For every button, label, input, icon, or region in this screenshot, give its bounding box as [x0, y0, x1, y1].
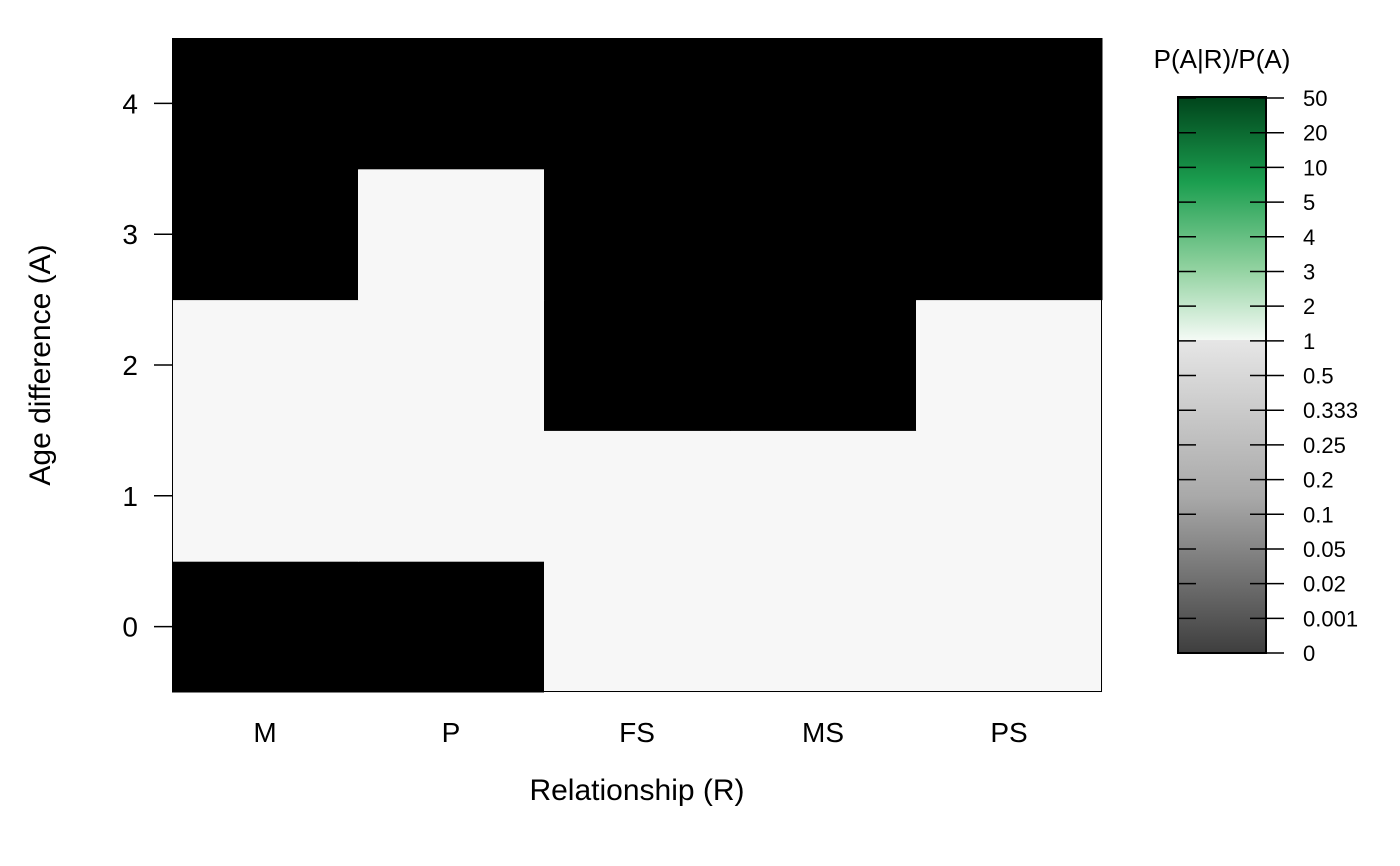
heatmap-cell [730, 430, 917, 562]
heatmap-cell [730, 168, 917, 301]
heatmap-cell [730, 561, 917, 693]
colorbar-tick-label: 10 [1303, 155, 1327, 180]
heatmap-cells [172, 38, 1103, 693]
colorbar-tick-label: 0.2 [1303, 468, 1334, 493]
x-tick-label: P [442, 717, 461, 748]
heatmap-cell [916, 299, 1103, 431]
colorbar-ticks: 0 0.001 0.02 0.05 0.1 0.2 0.25 0.333 0.5 1 2 3 4 5 10 2… [1178, 86, 1358, 666]
colorbar-tick-label: 0.1 [1303, 502, 1334, 527]
heatmap-cell [544, 561, 731, 693]
colorbar-low-gradient [1178, 340, 1266, 653]
heatmap-cell [358, 561, 545, 693]
heatmap-cell [916, 168, 1103, 301]
colorbar-tick-label: 0.333 [1303, 398, 1358, 423]
heatmap-cell [358, 38, 545, 170]
y-tick-label: 4 [122, 88, 138, 119]
colorbar-tick-label: 0.5 [1303, 364, 1334, 389]
colorbar-tick-label: 0.02 [1303, 572, 1346, 597]
heatmap-cell [730, 299, 917, 431]
heatmap-cell [544, 299, 731, 431]
heatmap-cell [172, 430, 359, 562]
heatmap-cell [730, 38, 917, 170]
x-tick-label: M [253, 717, 276, 748]
heatmap-cell [358, 168, 545, 301]
y-tick-label: 0 [122, 612, 138, 643]
x-tick-label: FS [619, 717, 655, 748]
y-tick-label: 2 [122, 350, 138, 381]
colorbar-tick-label: 50 [1303, 86, 1327, 111]
y-axis: 0 1 2 3 4 [122, 88, 172, 643]
y-tick-label: 1 [122, 481, 138, 512]
colorbar-high-gradient [1178, 97, 1266, 340]
heatmap-cell [172, 561, 359, 693]
colorbar-tick-label: 2 [1303, 294, 1315, 319]
y-tick-label: 3 [122, 219, 138, 250]
plot-frame [172, 38, 1102, 692]
heatmap-cell [916, 38, 1103, 170]
colorbar-tick-label: 1 [1303, 329, 1315, 354]
heatmap-cell [172, 299, 359, 431]
x-axis-label: Relationship (R) [529, 774, 744, 807]
heatmap-cell [916, 561, 1103, 693]
colorbar-tick-label: 20 [1303, 121, 1327, 146]
colorbar-tick-label: 4 [1303, 225, 1315, 250]
colorbar: P(A|R)/P(A) 0 0.001 0.02 0.05 0.1 0.2 0.25 0.33… [1154, 44, 1358, 666]
x-axis: M P FS MS PS [253, 717, 1027, 748]
y-axis-label: Age difference (A) [24, 244, 57, 485]
colorbar-tick-label: 0.001 [1303, 606, 1358, 631]
heatmap-cell [916, 430, 1103, 562]
colorbar-tick-label: 0.05 [1303, 537, 1346, 562]
heatmap-cell [358, 430, 545, 562]
colorbar-tick-label: 5 [1303, 190, 1315, 215]
colorbar-tick-label: 0.25 [1303, 433, 1346, 458]
x-tick-label: MS [802, 717, 844, 748]
heatmap-cell [544, 38, 731, 170]
heatmap-cell [172, 168, 359, 301]
heatmap-cell [172, 38, 359, 170]
colorbar-tick-label: 3 [1303, 259, 1315, 284]
x-tick-label: PS [990, 717, 1027, 748]
heatmap-cell [358, 299, 545, 431]
colorbar-tick-label: 0 [1303, 641, 1315, 666]
colorbar-title: P(A|R)/P(A) [1154, 44, 1291, 74]
heatmap-cell [544, 430, 731, 562]
heatmap-cell [544, 168, 731, 301]
